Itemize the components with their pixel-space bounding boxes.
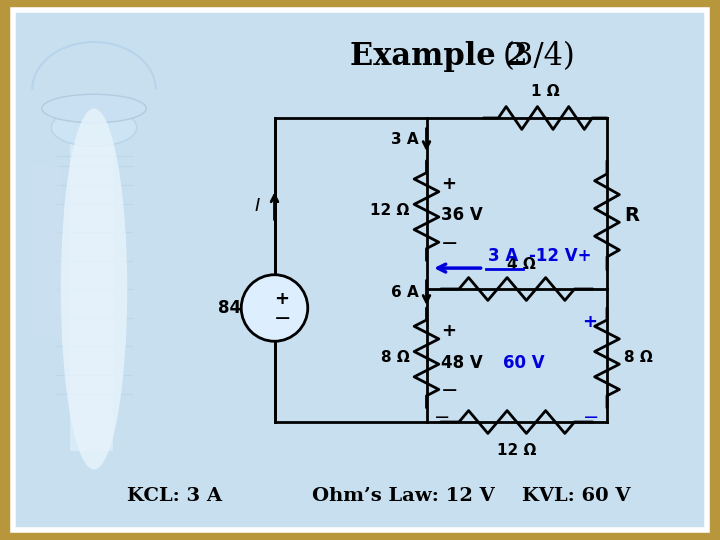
Text: Ohm’s Law: 12 V: Ohm’s Law: 12 V xyxy=(312,487,495,505)
Text: 12 Ω: 12 Ω xyxy=(497,443,536,458)
Text: −: − xyxy=(583,408,600,427)
Text: (3/4): (3/4) xyxy=(503,40,575,72)
Text: 48 V: 48 V xyxy=(441,354,482,372)
Text: 3 A: 3 A xyxy=(488,247,518,265)
Text: +: + xyxy=(441,322,456,340)
Text: −: − xyxy=(274,309,291,329)
Text: 12 Ω: 12 Ω xyxy=(370,203,410,218)
Text: KVL: 60 V: KVL: 60 V xyxy=(521,487,630,505)
Text: −: − xyxy=(434,408,451,427)
Text: 6 A: 6 A xyxy=(391,285,419,300)
FancyBboxPatch shape xyxy=(32,165,60,336)
Text: -12 V+: -12 V+ xyxy=(529,247,592,265)
Text: 8 Ω: 8 Ω xyxy=(381,350,410,366)
Text: 3 A: 3 A xyxy=(391,132,419,147)
Text: I: I xyxy=(255,197,260,215)
Circle shape xyxy=(241,275,307,341)
Text: KCL: 3 A: KCL: 3 A xyxy=(127,487,222,505)
Text: +: + xyxy=(582,313,598,331)
Text: +: + xyxy=(441,175,456,193)
Text: 4 Ω: 4 Ω xyxy=(507,257,536,272)
Text: −: − xyxy=(441,381,458,401)
Ellipse shape xyxy=(42,94,146,123)
Text: 60 V: 60 V xyxy=(503,354,544,372)
Text: −: − xyxy=(441,234,458,254)
Ellipse shape xyxy=(60,109,127,469)
Text: Example 2: Example 2 xyxy=(351,40,528,72)
Ellipse shape xyxy=(51,109,137,146)
Text: 36 V: 36 V xyxy=(441,206,482,225)
Text: 8 Ω: 8 Ω xyxy=(624,350,653,366)
Text: +: + xyxy=(274,289,289,307)
FancyBboxPatch shape xyxy=(71,127,113,450)
Text: 84 V: 84 V xyxy=(218,299,260,317)
Text: 1 Ω: 1 Ω xyxy=(531,84,559,99)
Text: R: R xyxy=(624,206,639,225)
